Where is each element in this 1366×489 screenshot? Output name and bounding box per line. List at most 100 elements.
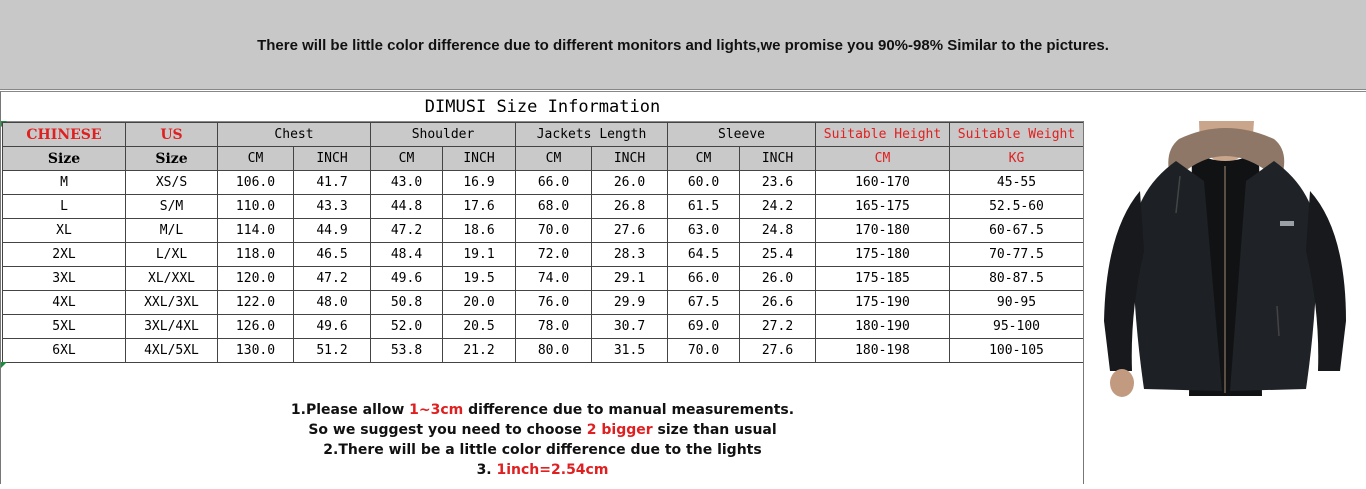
table-cell: 27.2 xyxy=(739,314,816,339)
unit-header-cell: CM xyxy=(667,146,740,171)
table-cell: 27.6 xyxy=(739,338,816,363)
table-cell: 26.0 xyxy=(739,266,816,291)
table-cell: 106.0 xyxy=(217,170,294,195)
header-sleeve: Sleeve xyxy=(667,122,816,147)
banner-disclaimer: There will be little color difference du… xyxy=(257,37,1109,54)
product-photo xyxy=(1083,121,1366,484)
table-cell: 60-67.5 xyxy=(949,218,1084,243)
table-cell: 30.7 xyxy=(591,314,668,339)
unit-header-cell: INCH xyxy=(591,146,668,171)
table-cell: 3XL/4XL xyxy=(125,314,218,339)
note-3: 2.There will be a little color differenc… xyxy=(323,442,762,458)
table-cell: 126.0 xyxy=(217,314,294,339)
table-cell: 20.0 xyxy=(442,290,516,315)
unit-header-cell: KG xyxy=(949,146,1084,171)
table-cell: 70.0 xyxy=(515,218,592,243)
table-cell: 29.9 xyxy=(591,290,668,315)
table-row: M XS/S 106.0 41.7 43.0 16.9 66.0 26.0 60.0 23.6 16… xyxy=(2,170,1084,195)
table-row: 4XL XXL/3XL 122.0 48.0 50.8 20.0 76.0 29.9 67.5 2… xyxy=(2,290,1084,315)
table-cell: 72.0 xyxy=(515,242,592,267)
table-cell: 16.9 xyxy=(442,170,516,195)
table-row: 2XL L/XL 118.0 46.5 48.4 19.1 72.0 28.3 64.5 25.4… xyxy=(2,242,1084,267)
table-cell: 74.0 xyxy=(515,266,592,291)
table-cell: 20.5 xyxy=(442,314,516,339)
table-cell: 26.8 xyxy=(591,194,668,219)
table-cell: 51.2 xyxy=(293,338,371,363)
table-cell: 44.8 xyxy=(370,194,443,219)
table-cell: 175-190 xyxy=(815,290,950,315)
unit-header-cell: CM xyxy=(815,146,950,171)
size-notes: 1.Please allow 1~3cm difference due to m… xyxy=(2,400,1083,480)
size-table: CHINESE US Chest Shoulder Jackets Length… xyxy=(2,122,1084,363)
table-cell: 175-180 xyxy=(815,242,950,267)
table-cell: 19.5 xyxy=(442,266,516,291)
table-cell: 170-180 xyxy=(815,218,950,243)
table-cell: 4XL/5XL xyxy=(125,338,218,363)
note-2: So we suggest you need to choose 2 bigge… xyxy=(308,422,777,438)
table-cell: 67.5 xyxy=(667,290,740,315)
unit-header-cell: INCH xyxy=(739,146,816,171)
table-cell: 25.4 xyxy=(739,242,816,267)
table-cell: 52.0 xyxy=(370,314,443,339)
table-cell: 95-100 xyxy=(949,314,1084,339)
table-row: L S/M 110.0 43.3 44.8 17.6 68.0 26.8 61.5 24.2 165… xyxy=(2,194,1084,219)
table-cell: 41.7 xyxy=(293,170,371,195)
size-title: DIMUSI Size Information xyxy=(2,91,1083,122)
table-cell: 2XL xyxy=(2,242,126,267)
table-cell: 63.0 xyxy=(667,218,740,243)
table-cell: 4XL xyxy=(2,290,126,315)
header-chest: Chest xyxy=(217,122,371,147)
table-cell: 48.0 xyxy=(293,290,371,315)
table-cell: S/M xyxy=(125,194,218,219)
table-cell: 24.2 xyxy=(739,194,816,219)
table-cell: 60.0 xyxy=(667,170,740,195)
top-banner: There will be little color difference du… xyxy=(0,0,1366,90)
table-row: XL M/L 114.0 44.9 47.2 18.6 70.0 27.6 63.0 24.8 17… xyxy=(2,218,1084,243)
table-cell: 100-105 xyxy=(949,338,1084,363)
table-cell: 70.0 xyxy=(667,338,740,363)
table-cell: 160-170 xyxy=(815,170,950,195)
table-cell: 130.0 xyxy=(217,338,294,363)
unit-header-cell: CM xyxy=(370,146,443,171)
table-cell: 47.2 xyxy=(293,266,371,291)
table-row: 5XL 3XL/4XL 126.0 49.6 52.0 20.5 78.0 30.7 69.0 2… xyxy=(2,314,1084,339)
unit-header-cell: CM xyxy=(217,146,294,171)
table-cell: 66.0 xyxy=(515,170,592,195)
table-cell: 120.0 xyxy=(217,266,294,291)
unit-header-cell: INCH xyxy=(293,146,371,171)
header-chinese: CHINESE xyxy=(2,122,126,147)
table-cell: 180-198 xyxy=(815,338,950,363)
table-cell: 110.0 xyxy=(217,194,294,219)
table-cell: 21.2 xyxy=(442,338,516,363)
size-sheet: DIMUSI Size Information CHINESE US Chest… xyxy=(0,91,1366,484)
table-cell: 27.6 xyxy=(591,218,668,243)
table-cell: 6XL xyxy=(2,338,126,363)
table-cell: 80-87.5 xyxy=(949,266,1084,291)
table-cell: XL xyxy=(2,218,126,243)
table-cell: 90-95 xyxy=(949,290,1084,315)
note-1: 1.Please allow 1~3cm difference due to m… xyxy=(290,402,795,418)
table-row: 3XL XL/XXL 120.0 47.2 49.6 19.5 74.0 29.1 66.0 26… xyxy=(2,266,1084,291)
header-suitable-height: Suitable Height xyxy=(815,122,950,147)
table-cell: XXL/3XL xyxy=(125,290,218,315)
table-cell: 31.5 xyxy=(591,338,668,363)
table-cell: 52.5-60 xyxy=(949,194,1084,219)
table-cell: 50.8 xyxy=(370,290,443,315)
table-cell: 61.5 xyxy=(667,194,740,219)
table-cell: 23.6 xyxy=(739,170,816,195)
table-cell: 69.0 xyxy=(667,314,740,339)
table-row: 6XL 4XL/5XL 130.0 51.2 53.8 21.2 80.0 31.5 70.0 2… xyxy=(2,338,1084,363)
table-cell: 70-77.5 xyxy=(949,242,1084,267)
table-cell: 49.6 xyxy=(293,314,371,339)
header-suitable-weight: Suitable Weight xyxy=(949,122,1084,147)
table-cell: M/L xyxy=(125,218,218,243)
table-cell: 29.1 xyxy=(591,266,668,291)
cell-comment-marker-2 xyxy=(1,362,7,368)
unit-header-cell: Size xyxy=(125,146,218,171)
table-cell: L xyxy=(2,194,126,219)
table-cell: 17.6 xyxy=(442,194,516,219)
table-cell: 122.0 xyxy=(217,290,294,315)
table-cell: 80.0 xyxy=(515,338,592,363)
table-cell: 114.0 xyxy=(217,218,294,243)
table-cell: 180-190 xyxy=(815,314,950,339)
